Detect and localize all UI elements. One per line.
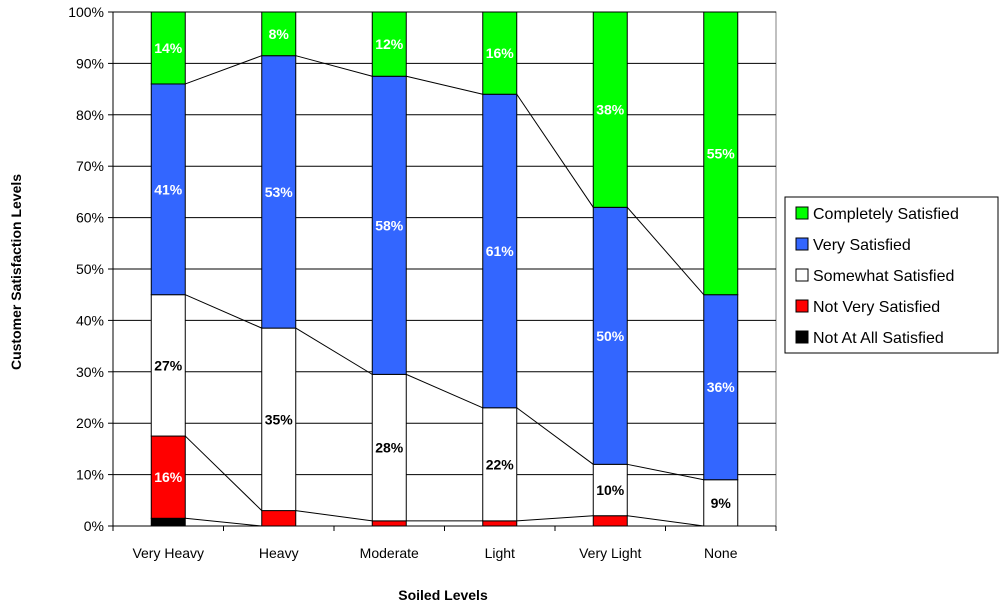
data-label: 27% [154,357,183,373]
connector-line [516,93,594,208]
data-label: 55% [707,145,736,161]
legend-label: Completely Satisfied [813,206,959,223]
data-label: 9% [711,495,732,511]
bar-segment [150,435,186,519]
bar-segment [150,517,186,527]
connector-line [295,327,373,375]
bar-segment [592,206,628,465]
bar-segment [703,479,739,527]
bar-segment [261,55,297,329]
data-label: 61% [486,243,515,259]
x-axis-title: Soiled Levels [398,587,488,603]
connector-line [185,294,262,329]
bar-segment [482,407,518,522]
y-tick-label: 70% [76,158,104,174]
bar-segment [592,515,628,527]
x-tick-label: Heavy [259,545,299,561]
data-label: 16% [154,469,183,485]
x-axis-ticks: Very Heavy Heavy Moderate Light Very Light No… [112,526,777,561]
data-label: 28% [375,440,404,456]
data-label: 22% [486,456,515,472]
data-label: 38% [596,102,625,118]
legend-swatch [795,268,809,282]
connector-line [184,435,263,511]
data-label: 35% [265,411,294,427]
data-label: 8% [269,26,290,42]
connector-line [516,515,594,522]
y-tick-label: 60% [76,210,104,226]
x-tick-label: Very Heavy [132,545,204,561]
legend: Completely Satisfied Very Satisfied Somewh… [784,196,999,354]
y-tick-label: 40% [76,312,104,328]
bar-segment [371,520,407,527]
connector-line [295,55,373,77]
connector-line [406,373,483,409]
y-axis-title: Customer Satisfaction Levels [8,174,24,370]
bar-segment [371,11,407,77]
data-label: 14% [154,40,183,56]
data-label: 53% [265,184,294,200]
bar-segment [703,294,739,481]
series-connector-lines [184,55,705,527]
data-label: 12% [375,36,404,52]
x-tick-label: Moderate [360,545,419,561]
data-labels: 16% 27% 35% 28% 22% 10% 9% 41% 53% 58% 61% 50% 36% 14… [154,26,735,511]
y-tick-label: 10% [76,467,104,483]
data-label: 41% [154,181,183,197]
x-tick-label: None [704,545,738,561]
y-tick-label: 20% [76,415,104,431]
legend-swatch [795,330,809,344]
data-label: 50% [596,328,625,344]
legend-label: Very Satisfied [813,237,911,254]
y-tick-label: 80% [76,107,104,123]
y-axis-ticks: 0% 10% 20% 30% 40% 50% 60% 70% 80% 90% 100% [68,4,113,534]
connector-line [626,206,705,296]
x-tick-label: Very Light [579,545,641,561]
y-tick-label: 90% [76,55,104,71]
y-tick-label: 100% [68,4,104,20]
data-label: 16% [486,45,515,61]
legend-swatch [795,237,809,251]
y-tick-label: 50% [76,261,104,277]
bar-segment [371,373,407,522]
legend-box [784,196,999,354]
bar-segment [482,11,518,95]
bar-segment [150,11,186,85]
legend-swatch [795,206,809,220]
bar-segment [371,75,407,375]
connector-line [185,517,262,527]
bar-segment [261,510,297,527]
bar-segment [482,93,518,409]
legend-swatch [795,299,809,313]
y-tick-label: 0% [84,518,104,534]
x-tick-label: Light [485,545,515,561]
legend-label: Not Very Satisfied [813,299,940,316]
bar-segment [261,327,297,512]
bar-segment [261,11,297,57]
connector-line [627,463,704,481]
bars [150,11,739,527]
connector-line [516,407,594,465]
bar-segment [482,520,518,527]
legend-label: Somewhat Satisfied [813,268,954,285]
connector-line [295,510,373,522]
data-label: 10% [596,482,625,498]
data-label: 36% [707,379,736,395]
legend-label: Not At All Satisfied [813,330,944,347]
bar-segment [703,11,739,296]
bar-segment [150,83,186,296]
connector-line [406,75,483,95]
connector-line [627,515,704,527]
connector-line [185,55,262,85]
data-label: 58% [375,217,404,233]
y-tick-label: 30% [76,364,104,380]
bar-segment [150,294,186,437]
bar-segment [592,11,628,208]
